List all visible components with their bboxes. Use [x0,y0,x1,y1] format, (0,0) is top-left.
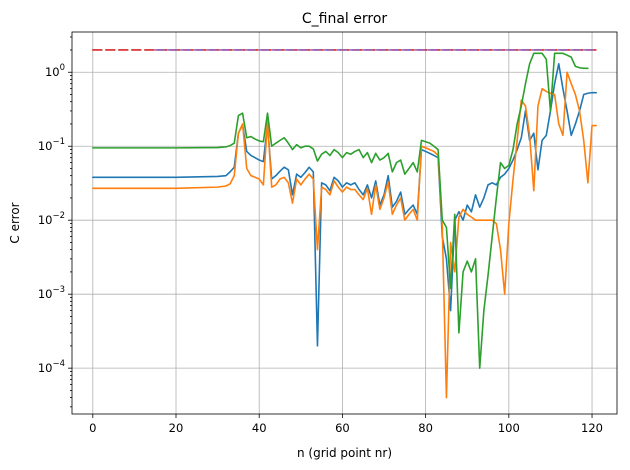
x-tick-label: 20 [169,421,184,435]
y-tick-label: 10−2 [38,211,65,227]
x-axis-label: n (grid point nr) [297,446,392,460]
y-tick-label: 10−4 [38,359,65,375]
y-tick-label: 100 [45,63,65,79]
axis-ticks: 0 20 40 60 80 100 120 10−4 10−3 10−2 10−1 100 [38,36,603,435]
chart-title: C_final error [302,11,388,27]
x-tick-label: 120 [581,421,603,435]
grid-lines [72,32,617,414]
x-tick-label: 0 [89,421,96,435]
x-tick-label: 60 [335,421,350,435]
plot-series [92,49,597,399]
series-line-2 [92,52,589,369]
x-tick-label: 100 [498,421,520,435]
x-tick-label: 80 [418,421,433,435]
y-axis-label: C error [8,202,22,243]
x-tick-label: 40 [252,421,267,435]
y-tick-label: 10−1 [38,137,65,153]
series-line-1 [92,71,597,399]
y-tick-label: 10−3 [38,285,65,301]
series-line-0 [92,63,597,347]
plot-frame [71,31,618,415]
